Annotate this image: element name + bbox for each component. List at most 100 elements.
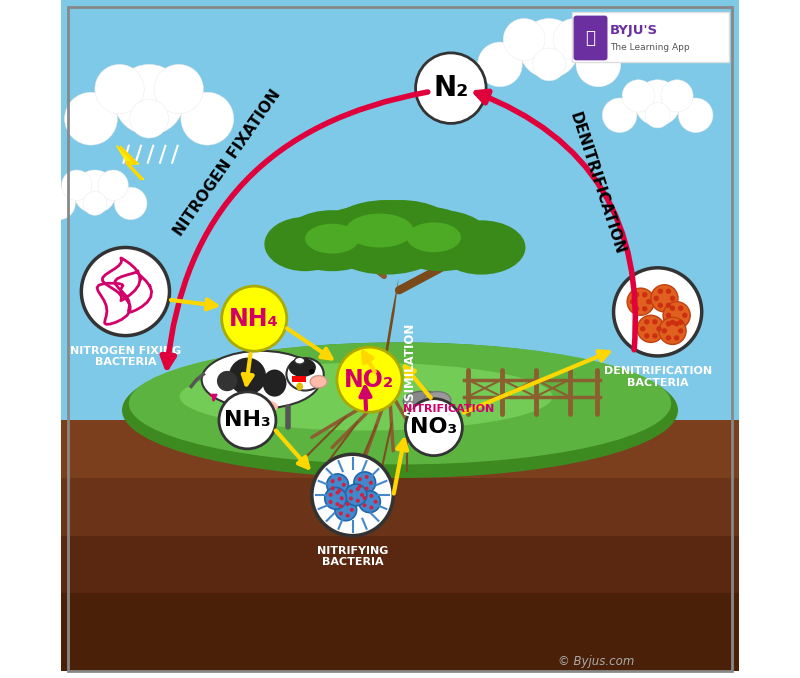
Circle shape [346, 502, 350, 506]
Circle shape [74, 170, 117, 214]
Circle shape [338, 489, 342, 493]
Circle shape [666, 302, 671, 308]
Circle shape [346, 514, 350, 518]
Bar [61, 420, 739, 478]
Ellipse shape [129, 342, 671, 464]
Circle shape [98, 170, 128, 201]
Text: BYJU'S: BYJU'S [610, 24, 658, 37]
Ellipse shape [244, 399, 278, 414]
Circle shape [222, 286, 286, 351]
Circle shape [640, 326, 646, 332]
Circle shape [646, 299, 651, 304]
Circle shape [478, 42, 522, 87]
Ellipse shape [202, 351, 320, 408]
Circle shape [670, 319, 675, 325]
Circle shape [338, 477, 342, 481]
Circle shape [365, 475, 369, 479]
Circle shape [350, 508, 354, 512]
Circle shape [666, 289, 671, 294]
Circle shape [340, 496, 344, 500]
Ellipse shape [286, 358, 324, 391]
Ellipse shape [289, 358, 316, 377]
Circle shape [370, 506, 374, 510]
Circle shape [658, 289, 663, 294]
Bar [291, 376, 306, 382]
Circle shape [83, 191, 107, 216]
Circle shape [645, 102, 670, 128]
Ellipse shape [217, 371, 238, 391]
Ellipse shape [282, 210, 383, 271]
Text: NH₃: NH₃ [224, 410, 271, 431]
Text: NITROGEN FIXING
BACTERIA: NITROGEN FIXING BACTERIA [70, 346, 181, 367]
Circle shape [325, 487, 346, 509]
Circle shape [362, 496, 366, 500]
Polygon shape [380, 278, 398, 397]
Ellipse shape [346, 214, 414, 247]
Circle shape [362, 503, 366, 507]
Bar [61, 593, 739, 651]
Circle shape [627, 288, 654, 315]
Bar [61, 0, 739, 420]
Circle shape [634, 292, 639, 298]
Ellipse shape [438, 220, 526, 275]
Ellipse shape [296, 382, 303, 391]
Circle shape [634, 306, 639, 311]
Circle shape [658, 302, 663, 308]
Text: © Byjus.com: © Byjus.com [558, 654, 635, 668]
Circle shape [642, 306, 647, 311]
Ellipse shape [406, 222, 461, 252]
FancyBboxPatch shape [571, 12, 729, 62]
Circle shape [634, 80, 681, 126]
Circle shape [95, 64, 144, 114]
Ellipse shape [264, 217, 346, 271]
Circle shape [652, 333, 658, 338]
Ellipse shape [294, 357, 305, 364]
Text: DENITRIFICATION: DENITRIFICATION [566, 110, 626, 256]
Circle shape [554, 18, 595, 60]
Circle shape [82, 247, 170, 336]
Circle shape [533, 48, 566, 81]
Circle shape [338, 511, 343, 515]
Circle shape [670, 296, 675, 301]
Circle shape [349, 490, 353, 494]
Text: DENITRIFICATION
BACTERIA: DENITRIFICATION BACTERIA [603, 366, 712, 388]
Circle shape [519, 18, 579, 78]
Circle shape [644, 319, 650, 325]
Circle shape [356, 499, 360, 503]
Text: NO₂: NO₂ [344, 367, 394, 392]
Circle shape [614, 268, 702, 356]
Ellipse shape [310, 376, 327, 388]
Text: NITRIFICATION: NITRIFICATION [403, 404, 494, 414]
Ellipse shape [346, 200, 454, 254]
Circle shape [678, 328, 683, 334]
Circle shape [114, 64, 184, 135]
Circle shape [130, 99, 169, 138]
Circle shape [682, 313, 687, 318]
Circle shape [678, 319, 683, 325]
Circle shape [326, 474, 349, 496]
Circle shape [503, 18, 545, 60]
Circle shape [358, 491, 380, 513]
Circle shape [654, 296, 659, 301]
Circle shape [622, 80, 654, 112]
Circle shape [181, 92, 234, 145]
Ellipse shape [383, 207, 471, 254]
Circle shape [330, 479, 334, 483]
Text: Ⓑ: Ⓑ [586, 29, 595, 47]
Circle shape [638, 315, 665, 342]
Circle shape [662, 328, 667, 334]
Circle shape [114, 187, 147, 220]
Circle shape [576, 42, 621, 87]
Ellipse shape [390, 210, 491, 271]
Circle shape [374, 500, 378, 504]
Circle shape [666, 313, 671, 318]
Circle shape [644, 333, 650, 338]
Ellipse shape [122, 342, 678, 478]
Circle shape [329, 493, 333, 497]
Circle shape [652, 319, 658, 325]
Circle shape [335, 499, 357, 521]
FancyBboxPatch shape [574, 16, 607, 60]
Ellipse shape [322, 200, 451, 275]
Text: NH₄: NH₄ [230, 306, 279, 331]
Circle shape [630, 299, 635, 304]
